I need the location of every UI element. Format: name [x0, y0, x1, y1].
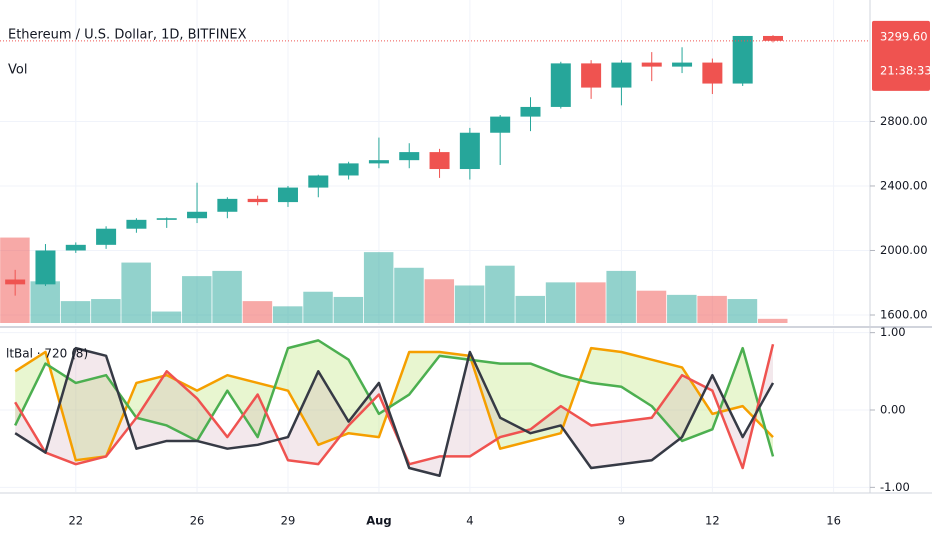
x-tick-label: 22: [68, 514, 83, 528]
volume-bar: [60, 301, 91, 323]
volume-bar: [242, 301, 273, 323]
volume-bar: [576, 282, 606, 323]
indicator-label: ltBal · 720 (8): [6, 347, 88, 361]
indicator-line: [14, 346, 774, 462]
x-tick-label: 16: [826, 514, 841, 528]
candle-body: [672, 62, 693, 67]
x-tick-label: 29: [281, 514, 296, 528]
volume-bar: [485, 265, 515, 323]
volume-bar: [121, 262, 151, 323]
x-tick-label: Aug: [366, 514, 391, 528]
y-tick-label: 0.00: [880, 403, 906, 417]
x-tick-label: 4: [466, 514, 473, 528]
indicator-line: [14, 339, 775, 457]
price-tag: [872, 20, 930, 91]
countdown-label: 21:38:33: [880, 63, 932, 77]
x-tick-label: 12: [705, 514, 720, 528]
candle-body: [5, 279, 26, 285]
candle-body: [490, 116, 511, 133]
y-tick-label: -1.00: [880, 480, 910, 494]
y-tick-label: 1.00: [880, 325, 906, 339]
volume-bar: [606, 270, 636, 323]
indicator-fill: [15, 344, 773, 476]
candle-body: [732, 35, 753, 84]
candle-body: [277, 187, 298, 203]
marks: [0, 35, 788, 478]
volume-bar: [272, 306, 303, 323]
chart-title: Ethereum / U.S. Dollar, 1D, BITFINEX: [8, 28, 247, 43]
candle-body: [611, 62, 632, 88]
volume-bar: [545, 282, 576, 323]
candle-body: [247, 198, 268, 203]
volume-bar: [454, 285, 485, 323]
candle-body: [308, 175, 329, 188]
candle-body: [368, 160, 389, 164]
candle-body: [550, 63, 571, 107]
volume-bar: [303, 291, 333, 323]
indicator-line: [14, 346, 775, 478]
candle-body: [399, 152, 420, 161]
volume-bar: [151, 311, 182, 323]
volume-bar: [30, 281, 60, 323]
candle-body: [641, 62, 662, 67]
candle-body: [459, 132, 480, 170]
y-tick-label: 2800.00: [880, 114, 928, 128]
volume-bar: [333, 296, 364, 323]
volume-label: Vol: [8, 63, 27, 78]
candle-body: [581, 63, 602, 88]
candle-body: [156, 218, 177, 220]
volume-bar: [363, 252, 394, 323]
candle-body: [520, 106, 541, 117]
volume-bar: [757, 318, 788, 323]
y-tick-label: 2000.00: [880, 243, 928, 257]
volume-bar: [667, 294, 697, 323]
price-label: 3299.60: [880, 29, 928, 43]
candle-body: [96, 228, 117, 245]
x-tick-label: 26: [190, 514, 205, 528]
volume-bar: [515, 295, 545, 323]
y-tick-label: 1600.00: [880, 308, 928, 322]
candle-body: [35, 250, 56, 285]
volume-bar: [424, 279, 455, 323]
volume-bar: [697, 295, 727, 323]
candle-body: [65, 244, 86, 251]
candle-body: [126, 219, 147, 229]
candle-body: [429, 152, 450, 170]
volume-bar: [91, 299, 121, 323]
volume-bar: [636, 290, 667, 323]
candle-body: [702, 62, 723, 84]
candle-body: [217, 198, 238, 212]
volume-bar: [727, 299, 758, 323]
volume-bar: [182, 276, 212, 323]
candle-body: [187, 211, 208, 219]
indicator-line: [14, 343, 775, 470]
volume-bar: [212, 270, 242, 323]
candle-body: [762, 35, 783, 41]
candle-body: [338, 163, 359, 176]
volume-bar: [394, 267, 424, 323]
x-tick-label: 9: [618, 514, 625, 528]
y-tick-label: 2400.00: [880, 178, 928, 192]
